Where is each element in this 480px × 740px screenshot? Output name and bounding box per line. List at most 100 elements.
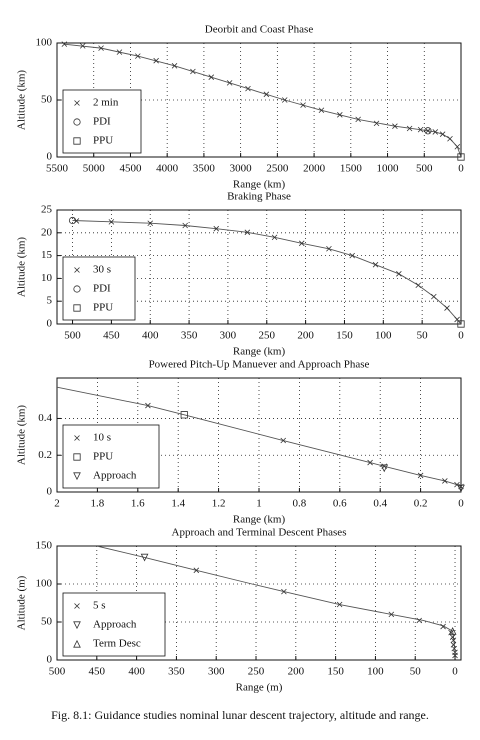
y-tick-label: 20 [41,226,53,238]
x-tick-label: 400 [128,666,145,678]
y-tick-label: 0.2 [38,449,52,461]
x-tick-label: 400 [142,330,159,342]
point-x [396,271,402,277]
legend-label: 30 s [93,264,111,276]
point-circle [424,127,432,135]
point-x [153,57,159,64]
point-x [439,131,446,137]
chart-title: Approach and Terminal Descent Phases [172,527,347,539]
x-tick-label: 0 [458,330,464,342]
legend-marker [74,435,80,441]
x-tick-label: 200 [297,330,314,342]
point-x [245,85,251,92]
legend-box [62,89,142,154]
x-axis-label: Range (km) [233,514,286,526]
point-triangle-up [448,627,457,635]
y-tick-label: 5 [47,295,53,307]
x-tick-label: 50 [410,666,422,678]
x-tick-label: 0.2 [414,498,428,510]
point-x [372,261,379,268]
x-tick-label: 1000 [377,163,400,175]
x-tick-label: 1.8 [91,498,105,510]
caption: Fig. 8.1: Guidance studies nominal lunar… [51,708,429,722]
legend-marker [73,621,81,630]
plot-frame [56,377,462,493]
point-x [349,252,356,259]
point-x [300,102,306,108]
point-x [171,63,178,69]
point-x [450,637,457,644]
legend-label: PPU [93,135,113,147]
x-tick-label: 1 [256,498,262,510]
y-tick-label: 0 [47,151,53,163]
legend-label: 2 min [93,97,119,109]
point-x [193,567,200,574]
point-x [147,220,154,227]
legend-marker [73,304,81,312]
point-x [447,135,453,142]
x-tick-label: 150 [336,330,353,342]
legend-box [62,592,166,657]
point-x [271,234,278,241]
x-tick-label: 350 [168,666,185,678]
x-tick-label: 300 [208,666,225,678]
point-x [98,45,104,51]
legend-marker [73,639,81,648]
x-axis-label: Range (km) [233,346,286,358]
point-x [226,80,233,86]
y-tick-label: 0.4 [38,412,52,424]
x-tick-label: 0 [458,163,464,175]
point-x [367,459,373,466]
point-x [145,402,151,409]
point-x [452,652,458,659]
legend-marker [74,100,80,106]
point-x [208,74,215,80]
legend-label: 10 s [93,432,111,444]
x-axis-label: Range (m) [236,682,283,694]
x-tick-label: 200 [288,666,305,678]
point-triangle-down [380,464,389,473]
legend-label: 5 s [93,600,106,612]
chart-title: Deorbit and Coast Phase [205,24,314,36]
point-x [318,107,325,114]
y-tick-label: 100 [36,37,53,49]
point-x [336,601,343,608]
x-tick-label: 350 [181,330,198,342]
legend-marker [73,472,81,481]
y-tick-label: 50 [41,616,53,628]
y-axis-label: Altitude (m) [16,575,28,630]
point-x [444,305,450,311]
legend-label: Approach [93,470,137,482]
point-square [457,320,465,328]
point-x [417,472,424,479]
legend-label: PDI [93,283,111,295]
legend-label: Approach [93,619,137,631]
point-x [280,437,287,444]
x-tick-label: 0 [458,498,464,510]
point-x [442,478,448,484]
x-tick-label: 0.8 [293,498,307,510]
plot-frame [56,209,462,325]
plot-frame [56,42,462,158]
point-x [61,41,68,47]
point-triangle-down [457,484,465,493]
trajectory-line [57,386,461,487]
point-x [281,588,287,595]
y-tick-label: 150 [36,540,53,552]
x-tick-label: 2 [54,498,60,510]
chart-title: Powered Pitch-Up Manuever and Approach P… [149,359,370,371]
point-x [417,126,424,133]
x-tick-label: 3500 [193,163,216,175]
point-triangle-down [140,553,149,562]
point-x [425,127,431,134]
plot-frame [56,545,462,661]
x-tick-label: 2000 [303,163,326,175]
point-x [388,611,395,618]
legend-marker [74,267,80,273]
point-x [431,293,437,300]
chart-title: Braking Phase [227,191,291,203]
y-axis-label: Altitude (km) [16,405,28,466]
y-tick-label: 25 [41,204,53,216]
x-tick-label: 1500 [340,163,363,175]
legend-marker [73,118,81,126]
